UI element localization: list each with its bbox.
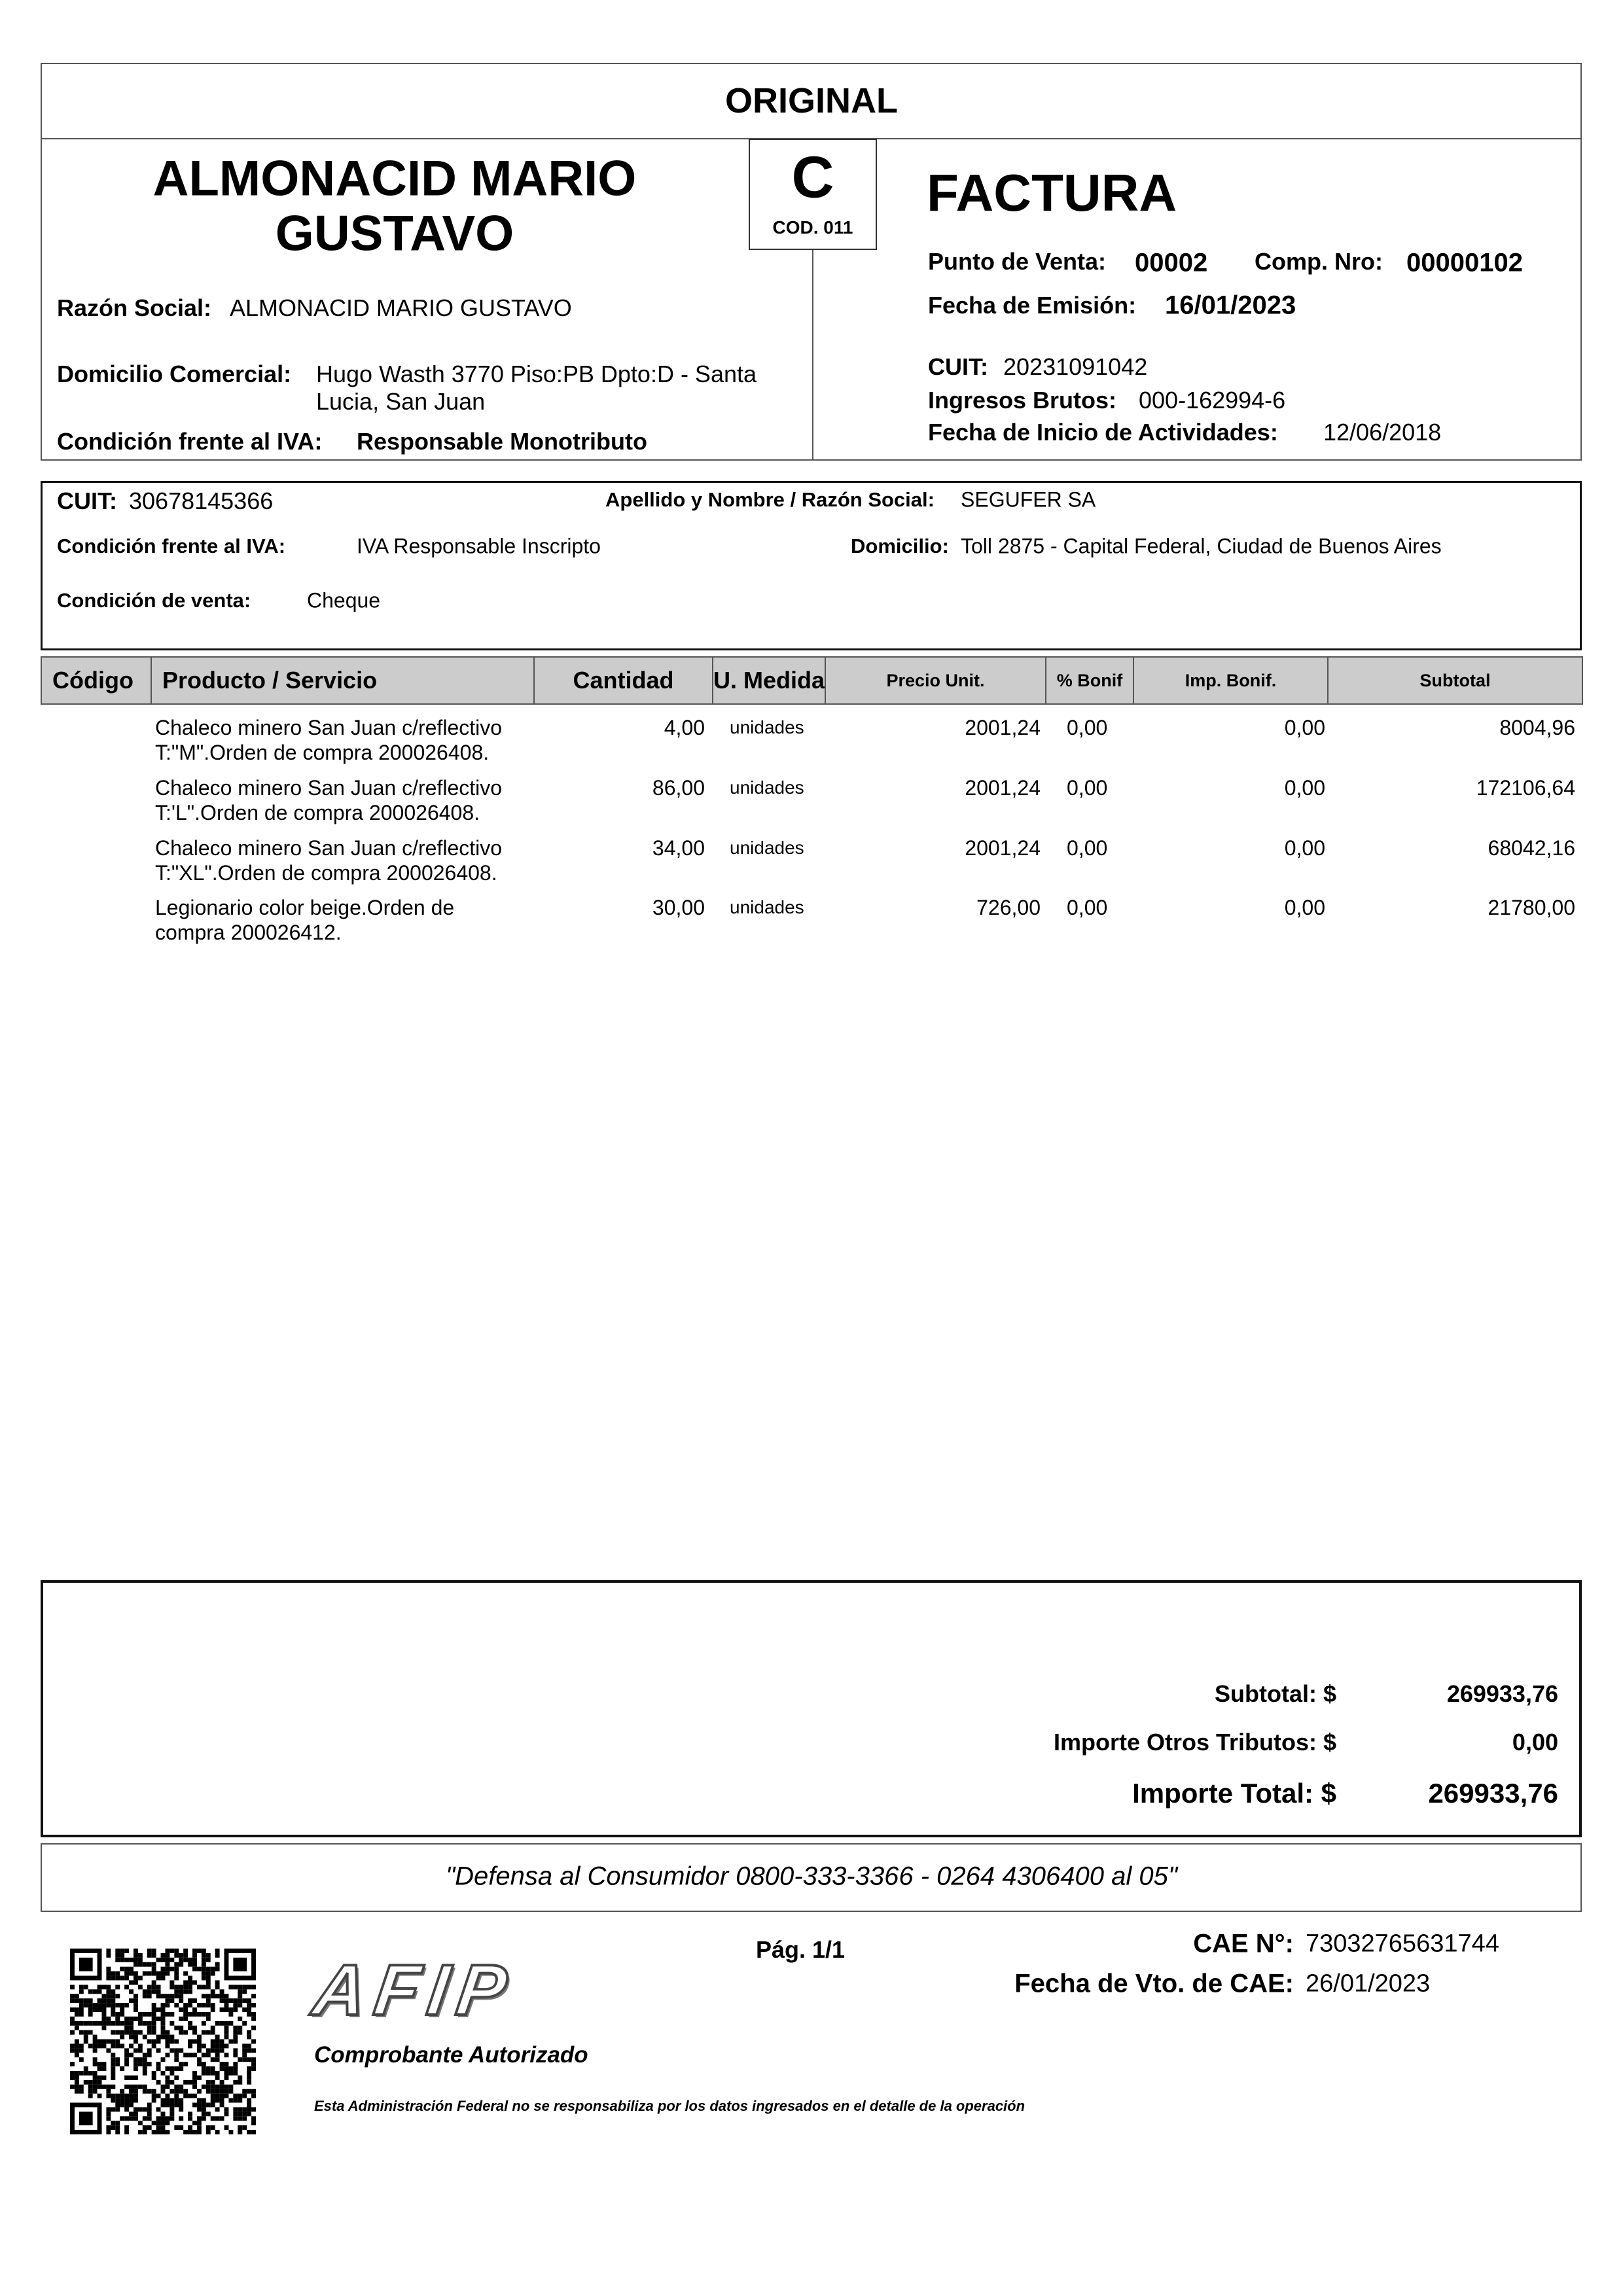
divider (812, 250, 813, 461)
cae-value: 73032765631744 (1306, 1930, 1499, 1958)
client-box (41, 481, 1582, 650)
unit-price: 2001,24 (965, 776, 1041, 800)
iibb-value: 000-162994-6 (1139, 387, 1286, 414)
unit-price: 2001,24 (965, 716, 1041, 739)
cae-vto-label: Fecha de Vto. de CAE: (1014, 1969, 1294, 1998)
product-description-line: T:"XL".Orden de compra 200026408. (155, 861, 497, 885)
iva-label: Condición frente al IVA: (57, 428, 323, 455)
bonif-amount: 0,00 (1284, 896, 1325, 919)
cae-label: CAE N°: (1193, 1929, 1294, 1958)
unit: unidades (730, 717, 804, 737)
defensa-consumidor: "Defensa al Consumidor 0800-333-3366 - 0… (445, 1862, 1178, 1891)
unit-price: 2001,24 (965, 836, 1041, 860)
client-domicilio-value: Toll 2875 - Capital Federal, Ciudad de B… (961, 534, 1442, 558)
bonif-amount: 0,00 (1284, 776, 1325, 800)
client-iva-value: IVA Responsable Inscripto (357, 534, 601, 558)
product-description-line: Chaleco minero San Juan c/reflectivo (155, 776, 503, 800)
column-header-codigo: Código (41, 656, 152, 705)
unit: unidades (730, 777, 804, 798)
bonif-percent: 0,00 (1067, 776, 1108, 800)
header-box (41, 63, 1582, 461)
client-name-label: Apellido y Nombre / Razón Social: (605, 488, 935, 511)
invoice-title: FACTURA (927, 164, 1177, 222)
disclaimer: Esta Administración Federal no se respon… (314, 2098, 1026, 2114)
copy-label: ORIGINAL (725, 81, 898, 120)
total-value: 269933,76 (1428, 1778, 1558, 1809)
product-description-line: Chaleco minero San Juan c/reflectivo (155, 716, 503, 739)
quantity: 30,00 (652, 896, 705, 919)
client-domicilio-label: Domicilio: (851, 535, 949, 557)
iibb-label: Ingresos Brutos: (928, 387, 1117, 414)
unit-price: 726,00 (976, 896, 1041, 919)
row-subtotal: 21780,00 (1488, 896, 1575, 919)
razon-social-value: ALMONACID MARIO GUSTAVO (230, 294, 572, 321)
client-cuit-value: 30678145366 (129, 487, 274, 514)
issuer-name: GUSTAVO (275, 205, 514, 262)
bonif-percent: 0,00 (1067, 716, 1108, 739)
domicilio-label: Domicilio Comercial: (57, 361, 292, 387)
column-header-imp-bonif: Imp. Bonif. (1133, 656, 1329, 705)
total-label: Importe Total: $ (1132, 1778, 1336, 1809)
domicilio-value: Lucia, San Juan (316, 388, 486, 415)
subtotal-label: Subtotal: $ (1215, 1680, 1336, 1707)
inicio-value: 12/06/2018 (1323, 419, 1442, 446)
defensa-box (41, 1843, 1582, 1912)
razon-social-label: Razón Social: (57, 294, 212, 321)
quantity: 86,00 (652, 776, 705, 800)
bonif-percent: 0,00 (1067, 896, 1108, 919)
authorized-label: Comprobante Autorizado (314, 2042, 588, 2068)
qr-code (70, 1949, 256, 2134)
client-name-value: SEGUFER SA (961, 487, 1096, 512)
bonif-amount: 0,00 (1284, 716, 1325, 739)
fecha-emision-label: Fecha de Emisión: (928, 292, 1137, 319)
column-header-precio: Precio Unit. (825, 656, 1046, 705)
column-header-subtotal: Subtotal (1327, 656, 1583, 705)
cuit-label: CUIT: (928, 353, 988, 380)
afip-logo: AFIP (307, 1949, 522, 2032)
product-description-line: T:'L".Orden de compra 200026408. (155, 801, 480, 824)
cae-vto-value: 26/01/2023 (1306, 1969, 1431, 1998)
comp-nro-label: Comp. Nro: (1255, 248, 1383, 275)
doc-type-code: COD. 011 (772, 217, 853, 238)
doc-type-box (749, 139, 877, 250)
doc-type-letter: C (791, 145, 834, 211)
punto-venta-value: 00002 (1135, 248, 1208, 277)
client-venta-value: Cheque (307, 588, 381, 612)
quantity: 34,00 (652, 836, 705, 860)
bonif-percent: 0,00 (1067, 836, 1108, 860)
comp-nro-value: 00000102 (1406, 248, 1523, 277)
row-subtotal: 68042,16 (1488, 836, 1575, 860)
product-description-line: compra 200026412. (155, 921, 342, 944)
subtotal-value: 269933,76 (1446, 1680, 1558, 1707)
inicio-label: Fecha de Inicio de Actividades: (928, 419, 1278, 446)
column-header-producto: Producto / Servicio (151, 656, 535, 705)
product-description-line: Chaleco minero San Juan c/reflectivo (155, 836, 503, 860)
bonif-amount: 0,00 (1284, 836, 1325, 860)
issuer-name: ALMONACID MARIO (152, 150, 637, 207)
client-iva-label: Condición frente al IVA: (57, 535, 286, 557)
row-subtotal: 8004,96 (1499, 716, 1575, 739)
page-number: Pág. 1/1 (756, 1936, 846, 1963)
quantity: 4,00 (664, 716, 705, 739)
row-subtotal: 172106,64 (1476, 776, 1575, 800)
column-header-bonif-pct: % Bonif (1045, 656, 1134, 705)
column-header-unidad: U. Medida (712, 656, 826, 705)
product-description-line: T:"M".Orden de compra 200026408. (155, 741, 490, 764)
iva-value: Responsable Monotributo (357, 428, 647, 455)
client-cuit-label: CUIT: (57, 487, 117, 514)
punto-venta-label: Punto de Venta: (928, 248, 1107, 275)
fecha-emision-value: 16/01/2023 (1165, 291, 1296, 320)
domicilio-value: Hugo Wasth 3770 Piso:PB Dpto:D - Santa (316, 361, 757, 387)
cuit-value: 20231091042 (1003, 353, 1148, 380)
otros-tributos-value: 0,00 (1512, 1729, 1558, 1756)
unit: unidades (730, 897, 804, 917)
client-venta-label: Condición de venta: (57, 589, 251, 612)
totals-box (41, 1580, 1582, 1837)
unit: unidades (730, 838, 804, 858)
product-description-line: Legionario color beige.Orden de (155, 896, 455, 919)
column-header-cantidad: Cantidad (533, 656, 713, 705)
otros-tributos-label: Importe Otros Tributos: $ (1053, 1729, 1336, 1756)
